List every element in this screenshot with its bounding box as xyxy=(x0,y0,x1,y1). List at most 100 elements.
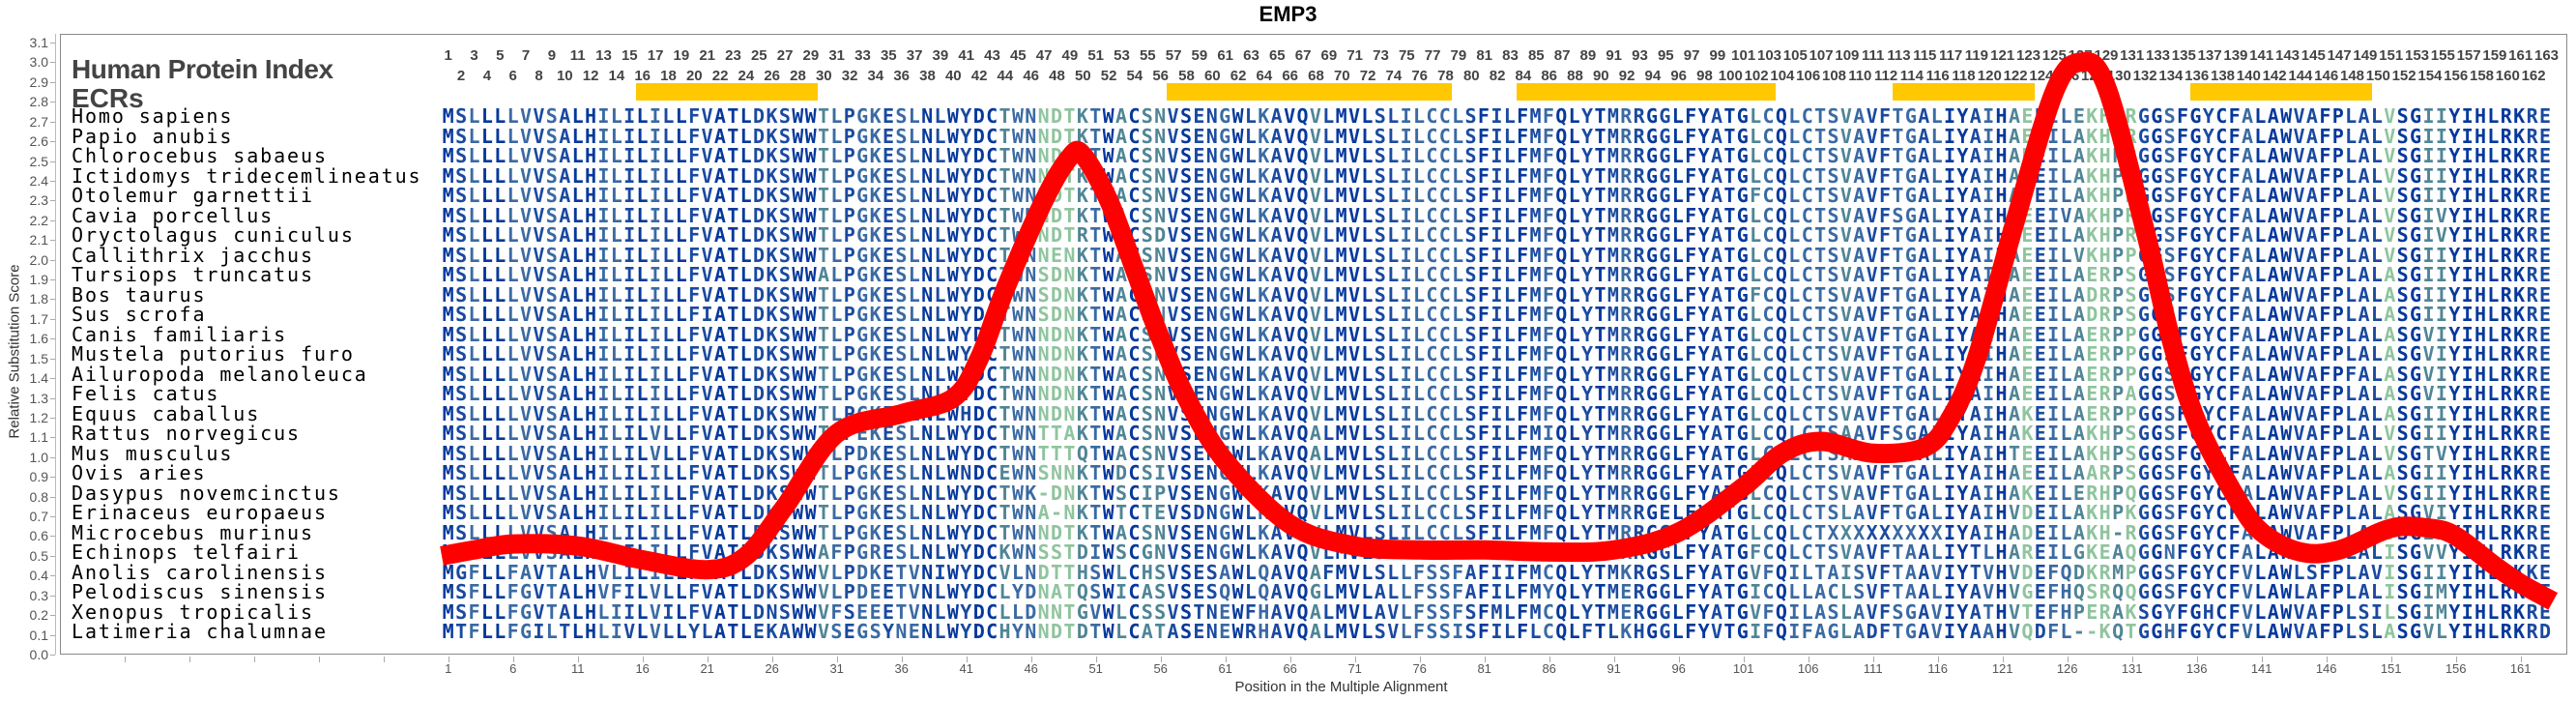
residue: G xyxy=(1736,441,1749,465)
residue: L xyxy=(1503,501,1516,524)
residue: A xyxy=(1814,599,1827,624)
residue: S xyxy=(2396,481,2409,505)
residue: I xyxy=(2435,401,2447,425)
residue: L xyxy=(636,441,649,465)
residue: A xyxy=(1114,303,1128,326)
residue: L xyxy=(675,441,687,465)
residue: P xyxy=(2112,382,2125,405)
residue: G xyxy=(1904,322,1917,346)
residue: G xyxy=(1646,481,1659,505)
residue: L xyxy=(2345,163,2358,188)
residue: H xyxy=(584,540,597,564)
residue: S xyxy=(455,580,468,603)
residue: L xyxy=(662,540,675,564)
residue: A xyxy=(1904,580,1917,603)
position-index-number: 117 xyxy=(1938,47,1963,64)
residue: Y xyxy=(2448,540,2461,564)
residue: V xyxy=(1284,144,1296,167)
residue: K xyxy=(766,104,778,128)
residue: I xyxy=(623,184,636,207)
residue: L xyxy=(1930,481,1943,505)
residue: N xyxy=(921,382,934,405)
residue: Y xyxy=(960,282,972,307)
residue: A xyxy=(2008,540,2020,564)
residue: I xyxy=(649,303,661,326)
residue: K xyxy=(1076,144,1088,167)
residue: C xyxy=(1128,203,1141,227)
residue: T xyxy=(999,223,1011,247)
residue: L xyxy=(2370,243,2383,267)
residue: I xyxy=(623,560,636,584)
residue: T xyxy=(1037,422,1050,445)
residue: S xyxy=(1037,303,1050,326)
residue: I xyxy=(2435,342,2447,365)
residue: L xyxy=(830,382,843,405)
residue: S xyxy=(1853,560,1866,584)
residue: A xyxy=(1114,263,1128,286)
residue: W xyxy=(2280,144,2293,167)
residue: R xyxy=(2500,461,2512,484)
residue: M xyxy=(1529,580,1542,603)
residue: A xyxy=(1853,203,1866,227)
residue: H xyxy=(1995,481,2008,505)
residue: T xyxy=(1892,401,1904,425)
residue: A xyxy=(713,481,726,505)
residue: V xyxy=(1167,599,1179,624)
residue: L xyxy=(675,540,687,564)
residue: S xyxy=(895,441,908,465)
position-index-number: 151 xyxy=(2379,47,2404,64)
residue: I xyxy=(623,282,636,307)
residue: C xyxy=(986,560,999,584)
residue: A xyxy=(1969,401,1982,425)
residue: V xyxy=(1839,342,1852,365)
residue: V xyxy=(2293,263,2305,286)
residue: F xyxy=(2228,124,2241,148)
residue: A xyxy=(559,342,571,365)
residue: S xyxy=(1179,184,1192,207)
residue: C xyxy=(1801,461,1813,484)
residue: V xyxy=(1348,223,1361,247)
residue: L xyxy=(1788,322,1801,346)
residue: L xyxy=(739,560,752,584)
residue: M xyxy=(442,620,454,643)
residue: A xyxy=(1853,362,1866,386)
residue: L xyxy=(934,144,946,167)
residue: W xyxy=(1231,303,1244,326)
residue: C xyxy=(1128,223,1141,247)
residue: A xyxy=(559,501,571,524)
residue: G xyxy=(2189,481,2202,505)
residue: T xyxy=(1814,243,1827,267)
residue: Q xyxy=(1296,322,1309,346)
sequence-row: MSLLLLVVSALHILILILLFVATLDKSWWTLPGKESLNLW… xyxy=(442,384,2552,403)
residue: Q xyxy=(1555,184,1568,207)
residue: L xyxy=(2487,401,2500,425)
residue: R xyxy=(2526,184,2538,207)
residue: L xyxy=(2370,422,2383,445)
residue: I xyxy=(2461,184,2474,207)
residue: Y xyxy=(1581,184,1594,207)
residue: W xyxy=(1011,303,1024,326)
residue: M xyxy=(1529,144,1542,167)
residue: S xyxy=(2125,303,2137,326)
residue: T xyxy=(1892,223,1904,247)
residue: E xyxy=(882,203,894,227)
residue: A xyxy=(1969,481,1982,505)
residue: V xyxy=(533,362,545,386)
residue: F xyxy=(2319,520,2331,544)
residue: L xyxy=(636,599,649,624)
residue: S xyxy=(1141,362,1153,386)
x-tick-mark xyxy=(1678,657,1680,662)
residue: L xyxy=(636,401,649,425)
residue: G xyxy=(1219,441,1231,465)
residue: L xyxy=(675,124,687,148)
residue: N xyxy=(1205,203,1218,227)
residue: F xyxy=(688,282,701,307)
plot-frame xyxy=(60,34,2567,655)
residue: L xyxy=(662,481,675,505)
residue: K xyxy=(869,263,882,286)
residue: C xyxy=(1801,223,1813,247)
residue: S xyxy=(1141,263,1153,286)
residue: K xyxy=(1258,263,1270,286)
residue: L xyxy=(1503,342,1516,365)
residue: A xyxy=(2241,481,2254,505)
